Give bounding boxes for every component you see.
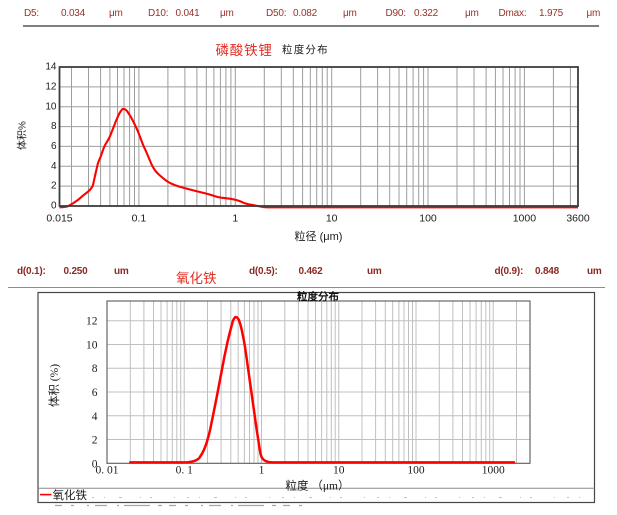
svg-text:0.1: 0.1: [132, 212, 147, 224]
svg-text:1000: 1000: [513, 212, 537, 224]
svg-text:10: 10: [86, 340, 98, 352]
svg-text:2: 2: [51, 181, 57, 192]
svg-text:粒度 （μm）: 粒度 （μm）: [286, 479, 350, 493]
svg-text:6: 6: [51, 141, 57, 152]
svg-text:12: 12: [45, 82, 57, 93]
svg-text:10: 10: [326, 212, 338, 224]
svg-text:4: 4: [92, 411, 98, 423]
svg-text:12: 12: [86, 316, 98, 328]
svg-text:0: 0: [92, 458, 98, 470]
svg-text:0. 01: 0. 01: [96, 465, 119, 477]
svg-text:0.015: 0.015: [46, 212, 72, 224]
svg-text:2: 2: [92, 435, 98, 447]
svg-text:1: 1: [259, 465, 265, 477]
svg-text:8: 8: [92, 363, 98, 375]
svg-text:粒度分布: 粒度分布: [297, 290, 339, 303]
svg-text:8: 8: [51, 121, 57, 132]
svg-text:10: 10: [45, 101, 57, 112]
svg-text:体积 (%): 体积 (%): [47, 364, 61, 407]
svg-text:100: 100: [407, 465, 425, 477]
svg-text:1: 1: [232, 212, 238, 224]
svg-text:体积%: 体积%: [17, 121, 29, 150]
svg-text:粒径 (μm): 粒径 (μm): [295, 229, 343, 243]
svg-text:100: 100: [419, 212, 437, 224]
svg-text:氧化铁: 氧化铁: [53, 488, 88, 502]
svg-text:1000: 1000: [482, 465, 505, 477]
svg-text:3600: 3600: [566, 212, 590, 224]
svg-text:4: 4: [51, 161, 57, 172]
svg-text:0: 0: [51, 201, 57, 212]
svg-text:6: 6: [92, 387, 98, 399]
svg-text:10: 10: [333, 465, 345, 477]
svg-text:0. 1: 0. 1: [176, 465, 194, 477]
svg-text:14: 14: [45, 62, 57, 73]
